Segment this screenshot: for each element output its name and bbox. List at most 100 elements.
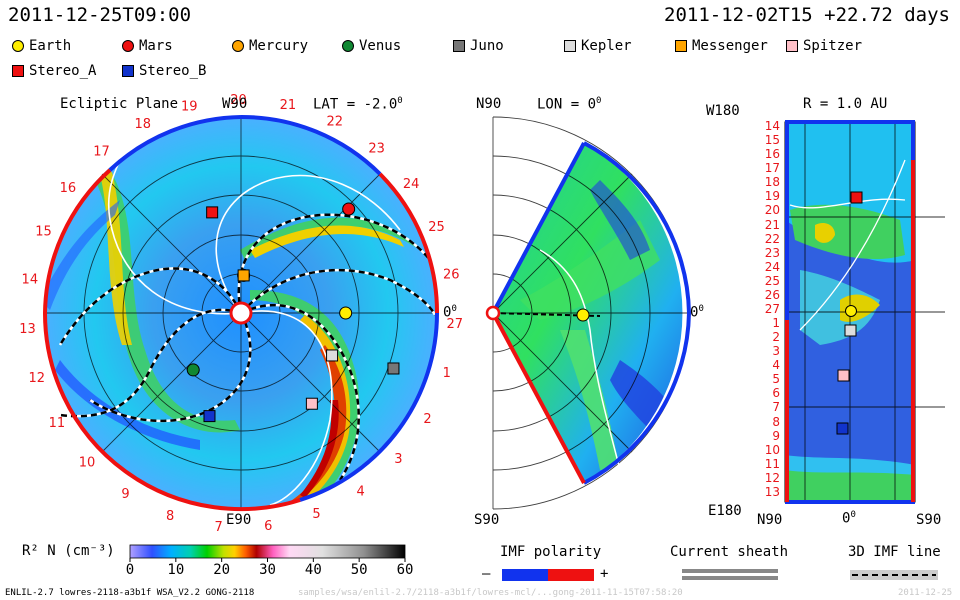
square-marker-icon xyxy=(453,40,465,52)
carrington-label: 4 xyxy=(357,484,365,499)
legend-item-venus: Venus xyxy=(342,38,401,54)
positive-polarity-swatch xyxy=(548,569,594,581)
marker-mars xyxy=(342,202,356,216)
carrington-label: 27 xyxy=(446,317,463,332)
legend-label: Venus xyxy=(359,38,402,54)
radial-title: R = 1.0 AU xyxy=(803,96,888,112)
radial-row-label: 3 xyxy=(772,344,780,359)
radial-row-label: 1 xyxy=(772,316,780,331)
radial-row-label: 5 xyxy=(772,372,780,387)
carrington-label: 24 xyxy=(403,177,420,192)
meridional-top-label: N90 xyxy=(476,96,502,112)
carrington-label: 11 xyxy=(49,416,66,431)
radial-row-label: 6 xyxy=(772,386,780,401)
radial-spacecraft-markers xyxy=(836,191,863,435)
legend-label: Juno xyxy=(470,38,504,54)
carrington-label: 8 xyxy=(166,509,174,524)
radial-row-label: 11 xyxy=(764,456,780,471)
circle-marker-icon xyxy=(12,40,24,52)
carrington-label: 17 xyxy=(93,145,110,160)
latitude-label: LAT = -2.00 xyxy=(313,96,403,113)
carrington-label: 12 xyxy=(28,371,45,386)
ecliptic-bottom-label: E90 xyxy=(226,512,252,528)
imf-minus-label: – xyxy=(482,566,491,582)
ecliptic-title: Ecliptic Plane xyxy=(60,96,179,112)
marker-stereo_a xyxy=(206,206,219,219)
imf-plus-label: + xyxy=(600,566,609,582)
radial-row-label: 25 xyxy=(764,273,780,288)
run-path: samples/wsa/enlil-2.7/2118-a3b1f/lowres-… xyxy=(298,588,683,598)
radial-row-label: 27 xyxy=(764,301,780,316)
radial-row-label: 12 xyxy=(764,470,780,485)
carrington-label: 23 xyxy=(368,141,385,156)
legend-item-stereo_b: Stereo_B xyxy=(122,63,206,79)
carrington-label: 13 xyxy=(19,322,36,337)
carrington-label: 6 xyxy=(264,519,272,534)
ecliptic-panel: 19 20 212223242526271234567891011121314151… xyxy=(19,93,463,535)
colorbar-tick-label: 40 xyxy=(304,562,322,578)
radial-axis-zero: 00 xyxy=(842,510,856,527)
carrington-label: 7 xyxy=(214,520,222,535)
legend-label: Spitzer xyxy=(803,38,863,54)
radial-bottom-left: E180 xyxy=(708,503,742,519)
meridional-right-label: 00 xyxy=(690,304,704,321)
imf-3d-line-label: 3D IMF line xyxy=(848,544,941,560)
radial-top-left: W180 xyxy=(706,103,740,119)
radial-row-label: 17 xyxy=(764,161,780,176)
meridional-bottom-label: S90 xyxy=(474,512,500,528)
circle-marker-icon xyxy=(232,40,244,52)
radial-row-label: 7 xyxy=(772,400,780,415)
radial-row-label: 14 xyxy=(764,119,780,133)
legend-label: Mars xyxy=(139,38,173,54)
colorbar-tick-label: 0 xyxy=(125,562,135,578)
radial-row-label: 22 xyxy=(764,231,780,246)
ecliptic-right-label: 00 xyxy=(443,304,457,321)
marker-earth xyxy=(339,306,353,320)
square-marker-icon xyxy=(12,65,24,77)
carrington-label: 21 xyxy=(280,98,297,113)
legend-item-earth: Earth xyxy=(12,38,71,54)
footer-date: 2011-12-25 xyxy=(898,588,953,598)
marker-kepler xyxy=(326,349,339,362)
carrington-label: 26 xyxy=(443,267,460,282)
square-marker-icon xyxy=(786,40,798,52)
carrington-label: 3 xyxy=(394,452,402,467)
radial-row-label: 10 xyxy=(764,442,780,457)
radial-row-label: 15 xyxy=(764,133,780,148)
legend-label: Stereo_B xyxy=(139,63,207,79)
run-start-offset: 2011-12-02T15 +22.72 days xyxy=(664,4,950,26)
square-marker-icon xyxy=(564,40,576,52)
carrington-label: 14 xyxy=(22,272,39,287)
marker-spitzer xyxy=(305,397,318,410)
radial-row-label: 2 xyxy=(772,330,780,345)
radial-panel xyxy=(784,120,945,504)
carrington-labels: 19 20 212223242526271234567891011121314151… xyxy=(19,93,463,535)
radial-row-label: 13 xyxy=(764,484,780,499)
carrington-label: 20 xyxy=(230,93,247,108)
model-info: ENLIL-2.7 lowres-2118-a3b1f WSA_V2.2 GON… xyxy=(5,588,255,598)
legend-item-mars: Mars xyxy=(122,38,173,54)
legend-label: Messenger xyxy=(692,38,768,54)
circle-marker-icon xyxy=(342,40,354,52)
radial-row-label: 20 xyxy=(764,203,780,218)
radial-row-label: 24 xyxy=(764,259,780,274)
carrington-label: 1 xyxy=(443,366,451,381)
carrington-label: 15 xyxy=(35,225,52,240)
square-marker-icon xyxy=(122,65,134,77)
colorbar-tick-label: 30 xyxy=(259,562,276,578)
legend-label: Stereo_A xyxy=(29,63,97,79)
colorbar-ticks xyxy=(129,558,406,562)
carrington-label: 19 xyxy=(181,99,198,114)
carrington-label: 16 xyxy=(60,181,77,196)
radial-axis-n90: N90 xyxy=(757,512,783,528)
longitude-label: LON = 00 xyxy=(537,96,602,113)
colorbar-tick-label: 60 xyxy=(396,562,414,578)
legend-label: Mercury xyxy=(249,38,309,54)
ecliptic-spacecraft-markers xyxy=(186,202,400,423)
radial-row-label: 4 xyxy=(772,358,780,373)
meridional-panel xyxy=(485,116,691,510)
simulation-time: 2011-12-25T09:00 xyxy=(8,4,192,26)
radial-row-label: 16 xyxy=(764,147,780,162)
carrington-label: 25 xyxy=(428,220,445,235)
